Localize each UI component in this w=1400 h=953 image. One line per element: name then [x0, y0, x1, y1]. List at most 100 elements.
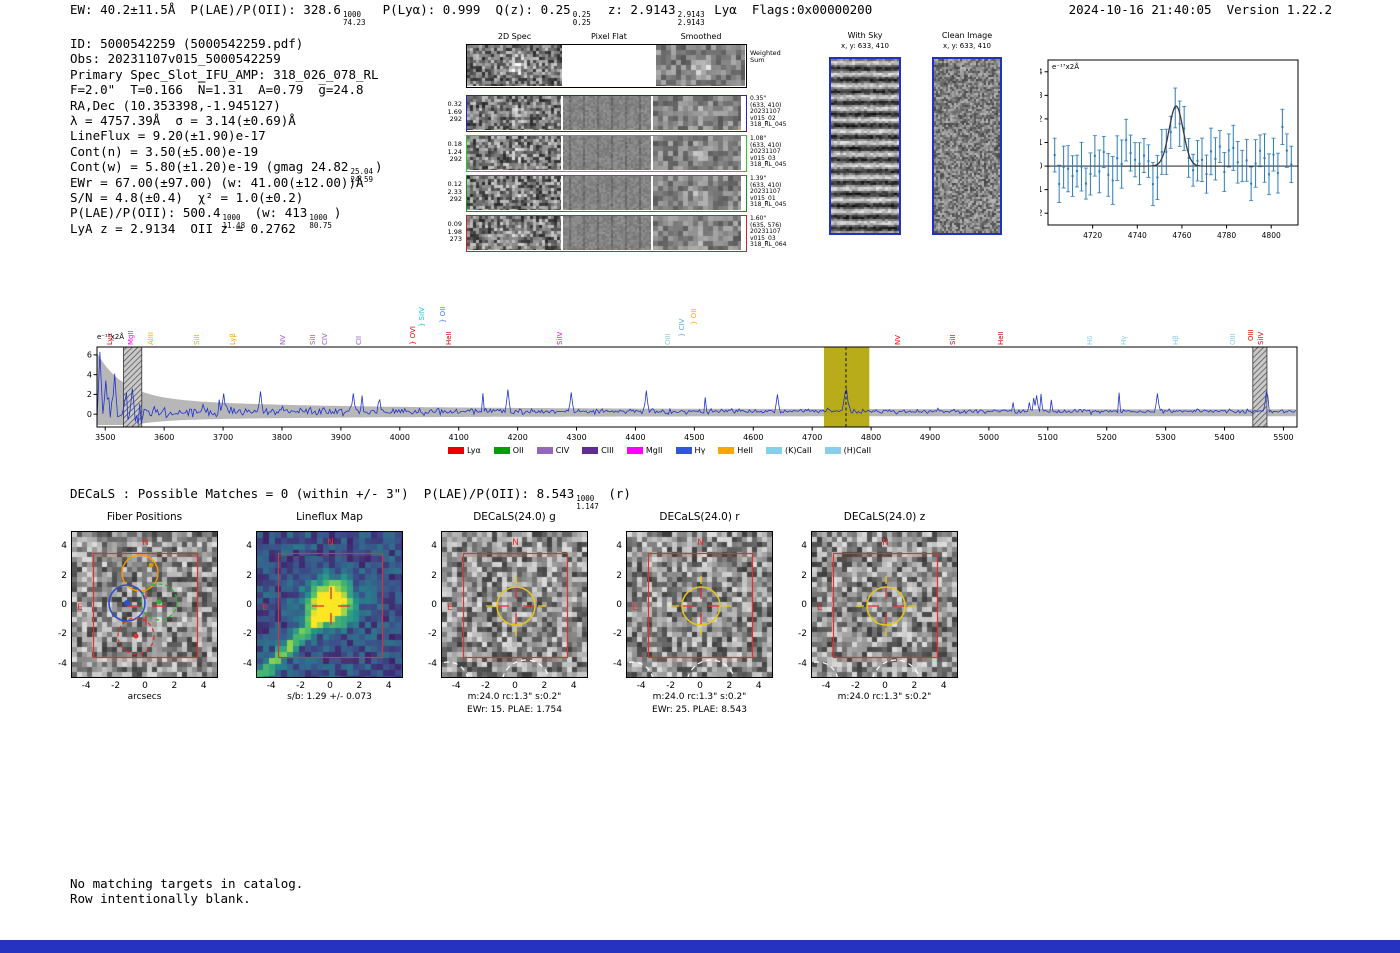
- text-run: z: 2.9143: [592, 2, 676, 17]
- legend-swatch: [493, 447, 510, 454]
- legend-swatch: [626, 447, 643, 454]
- pixelflat-image: [563, 216, 651, 250]
- row-right-value: 318_RL_045: [750, 161, 787, 169]
- stacked-fraction: 1000 80.75: [309, 214, 332, 229]
- lineflux-map-image: [257, 532, 402, 677]
- text-run: S/N = 4.8(±0.4) χ² = 1.0(±0.2): [70, 189, 304, 205]
- cutout-title: Lineflux Map: [296, 511, 363, 523]
- cutout-y-tick: 4: [246, 541, 252, 552]
- legend-item: HeII: [718, 446, 753, 455]
- row-right-value: 1.08": [750, 135, 767, 142]
- fraction-top: 25.04: [350, 167, 374, 177]
- 2dspec-image: [467, 176, 561, 210]
- cutout-x-tick: 0: [697, 681, 703, 691]
- weighted-sum-label-line: Sum: [750, 56, 765, 64]
- cutout-x-tick: 2: [171, 681, 178, 691]
- clean-image-noise: [934, 59, 1000, 233]
- cutout-x-tick: -2: [111, 681, 121, 691]
- cutout-x-tick: -4: [81, 681, 91, 691]
- text-run: P(Lyα): 0.999 Q(z): 0.25: [367, 2, 571, 17]
- cutout-title: Fiber Positions: [106, 511, 183, 523]
- cutout-overlay: NE: [812, 538, 939, 677]
- legend-label: HeII: [737, 446, 753, 455]
- zoom-x-tick: 4780: [1217, 231, 1236, 240]
- row-left-value: 0.12: [447, 180, 462, 188]
- legend-swatch: [718, 447, 735, 454]
- decals-cutout-image: [812, 532, 957, 677]
- row-right-value: 0.35": [750, 95, 767, 102]
- spectrum-x-tick: 5400: [1214, 433, 1234, 442]
- cutout-y-tick: -2: [58, 629, 67, 640]
- cutout-y-tick: 2: [61, 570, 67, 581]
- legend-swatch: [765, 447, 782, 454]
- spectrum-y-tick: 2: [87, 390, 92, 399]
- compass-north-label: N: [142, 538, 149, 548]
- cutout-x-tick: 0: [882, 681, 888, 691]
- spec2d-row: [466, 215, 747, 252]
- row-right-value: v015_01: [750, 194, 776, 202]
- decals-cutout-image: [627, 532, 772, 677]
- info-line: F=2.0" T=0.166 N̅=1.31 A=0.79 g̅=24.8: [70, 82, 383, 97]
- compass-east-label: E: [447, 603, 453, 613]
- legend-swatch: [448, 447, 464, 454]
- fraction-bottom: 11.48: [222, 220, 246, 230]
- cutout-y-tick: -2: [243, 629, 252, 640]
- spec2d-row-right-labels: 1.60" (635, 576) 20231107 v015_03 318_RL_064: [750, 215, 802, 249]
- text-run: ): [333, 205, 342, 221]
- cutout-y-tick: -4: [428, 658, 437, 669]
- zoom-y-tick: 1: [1040, 138, 1043, 147]
- compass-east-label: E: [817, 603, 823, 613]
- cutout-x-tick: -2: [666, 681, 676, 691]
- row-left-value: 0.18: [447, 140, 462, 148]
- info-line: S/N = 4.8(±0.4) χ² = 1.0(±0.2): [70, 190, 383, 205]
- row-right-value: 20231107: [750, 108, 781, 116]
- cutout-y-tick: 4: [801, 541, 807, 552]
- cutout-caption: EWr: 25. PLAE: 8.543: [652, 705, 747, 715]
- spectrum-legend: Lyα OII CIV CIII MgII Hγ HeII (K)CaII (H)CaII: [448, 446, 871, 455]
- cutout-x-tick: 4: [940, 681, 947, 691]
- spectrum-x-tick: 3800: [272, 433, 292, 442]
- spectral-line-label: } OII: [438, 306, 447, 323]
- clean-image-panel: [932, 57, 1002, 235]
- cutout-y-tick: -4: [613, 658, 622, 669]
- spectral-line-label: } SiIV: [417, 307, 426, 327]
- row-right-value: v015_03: [750, 154, 776, 162]
- cutout-y-tick: -4: [58, 658, 67, 669]
- fraction-top: 1000: [222, 213, 241, 223]
- cutout-title: DECaLS(24.0) g: [473, 511, 556, 523]
- spec2d-row-right-labels: 1.39" (633, 410) 20231107 v015_01 318_RL_045: [750, 175, 802, 209]
- spectrum-x-tick: 4700: [802, 433, 822, 442]
- legend-item: (K)CaII: [765, 446, 812, 455]
- cutout-title: DECaLS(24.0) z: [843, 511, 926, 523]
- spectrum-x-tick: 5000: [979, 433, 999, 442]
- cutout-y-tick: 0: [246, 600, 252, 610]
- cutout-x-tick: 2: [541, 681, 548, 691]
- legend-swatch: [675, 447, 692, 454]
- zoom-y-tick: 3: [1040, 91, 1043, 100]
- info-line: Cont(n) = 3.50(±5.00)e-19: [70, 144, 383, 159]
- row-right-value: 318_RL_045: [750, 121, 787, 129]
- text-run: DECaLS : Possible Matches = 0 (within +/…: [70, 486, 575, 501]
- spec2d-row-left-labels: 0.32 1.69 292: [434, 100, 462, 124]
- row-left-value: 2.33: [447, 187, 462, 196]
- stacked-fraction: 1000 1.147: [576, 495, 599, 510]
- info-line: ID: 5000542259 (5000542259.pdf): [70, 36, 383, 51]
- fraction-top: 1000: [309, 213, 328, 223]
- row-right-value: 20231107: [750, 148, 781, 156]
- row-left-value: 1.98: [447, 227, 462, 236]
- cutout-y-tick: 2: [801, 570, 807, 581]
- cutout-title: DECaLS(24.0) r: [659, 511, 740, 523]
- cutout-y-tick: 2: [431, 570, 437, 581]
- spectrum-flux-units-annotation: e⁻¹⁷x2Å: [97, 333, 124, 341]
- row-right-value: 1.39": [750, 175, 767, 182]
- cutout-y-tick: 0: [431, 600, 437, 610]
- info-line: RA,Dec (10.353398,-1.945127): [70, 98, 383, 113]
- fraction-bottom: 24.59: [350, 174, 374, 184]
- spectrum-x-tick: 4800: [861, 433, 881, 442]
- row-right-value: 20231107: [750, 188, 781, 196]
- row-right-value: v015_03: [750, 234, 776, 242]
